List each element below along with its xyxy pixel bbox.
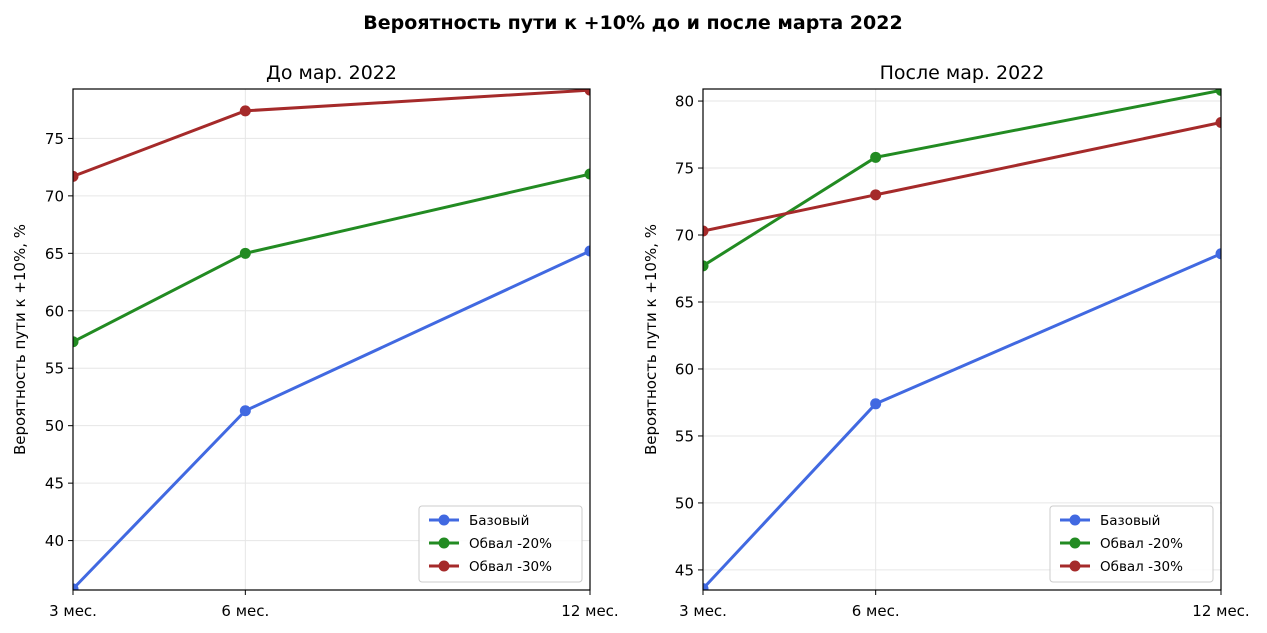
series-line-2 [73,172,590,344]
data-point [1215,89,1221,96]
legend-label: Обвал -20% [1100,536,1183,552]
legend-swatch-marker [1069,560,1081,572]
y-tick-label: 75 [45,130,64,148]
y-tick-label: 75 [675,160,694,178]
y-tick-label: 50 [45,417,64,435]
y-tick-label: 50 [675,494,694,512]
axes-frame [72,88,591,591]
panel-title: После мар. 2022 [880,62,1045,84]
x-tick-label: 3 мес. [679,602,727,620]
y-tick-label: 60 [675,360,694,378]
legend-box [418,505,583,583]
legend-swatch-marker [1069,514,1081,526]
legend: Базовый Обвал -20% Обвал -30% [1049,505,1214,583]
data-point [239,405,251,417]
data-point [584,168,590,180]
y-tick-label: 80 [675,93,694,111]
data-point [870,151,882,163]
legend-label: Базовый [469,513,529,529]
data-point [1215,116,1221,128]
legend-label: Обвал -30% [1100,559,1183,575]
plot-area [703,89,1221,590]
y-tick-label: 65 [45,245,64,263]
x-tick-label: 12 мес. [561,602,618,620]
data-point [1215,248,1221,260]
x-tick-label: 6 мес. [221,602,269,620]
data-point [239,105,251,117]
y-tick-label: 45 [45,475,64,493]
legend-swatch-marker [438,514,450,526]
legend-swatch-marker [438,537,450,549]
axes-frame [702,88,1222,591]
legend-swatch-marker [438,560,450,572]
y-tick-label: 45 [675,561,694,579]
legend-swatch-marker [1069,537,1081,549]
data-point [73,583,79,590]
y-tick-label: 55 [45,360,64,378]
legend-box [1049,505,1214,583]
panel-title: До мар. 2022 [266,62,397,84]
x-tick-label: 12 мес. [1192,602,1249,620]
y-tick-label: 65 [675,293,694,311]
data-point [73,336,79,348]
data-point [870,398,882,410]
x-tick-label: 3 мес. [49,602,97,620]
figure-title: Вероятность пути к +10% до и после марта… [363,12,902,34]
y-tick-label: 60 [45,302,64,320]
y-tick-label: 40 [45,532,64,550]
series-line-3 [73,89,590,178]
legend-label: Базовый [1100,513,1160,529]
chart-panel-1: До мар. 2022 40 45 50 55 60 65 70 75 3 мес. 6 мес.… [11,62,619,620]
x-tick-label: 6 мес. [852,602,900,620]
legend-label: Обвал -20% [469,536,552,552]
data-point [584,89,590,96]
y-tick-label: 70 [675,227,694,245]
data-point [239,247,251,259]
plot-area [73,89,590,590]
data-point [870,189,882,201]
data-point [703,583,709,590]
y-tick-label: 70 [45,187,64,205]
data-point [703,260,709,272]
y-tick-label: 55 [675,427,694,445]
chart-panel-2: После мар. 2022 45 50 55 60 65 70 75 80 3 мес. 6 м… [642,62,1250,620]
data-point [584,245,590,257]
series-line-3 [703,121,1221,233]
y-axis-label: Вероятность пути к +10%, % [642,224,660,455]
data-point [703,225,709,237]
legend-label: Обвал -30% [469,559,552,575]
legend: Базовый Обвал -20% Обвал -30% [418,505,583,583]
y-axis-label: Вероятность пути к +10%, % [11,224,29,455]
data-point [73,170,79,182]
